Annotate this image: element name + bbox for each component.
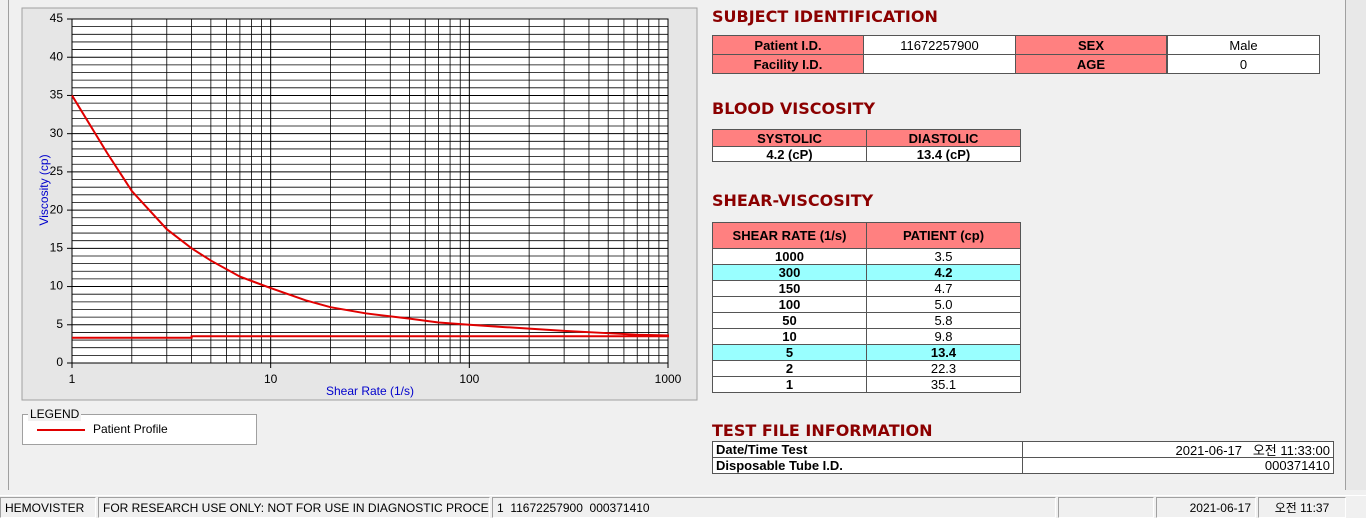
x-tick-label: 10 <box>264 372 278 386</box>
status-cell: FOR RESEARCH USE ONLY: NOT FOR USE IN DI… <box>98 497 490 518</box>
legend-swatch <box>37 429 85 431</box>
legend-label: Patient Profile <box>93 422 168 436</box>
table-cell: 35.1 <box>866 376 1021 393</box>
table-cell: 10 <box>712 328 867 345</box>
y-tick-label: 35 <box>50 88 64 102</box>
field-label: AGE <box>1015 54 1167 74</box>
status-cell: 1 11672257900 000371410 <box>492 497 1056 518</box>
table-cell: 3.5 <box>866 248 1021 265</box>
y-tick-label: 0 <box>56 355 63 369</box>
field-value <box>863 54 1016 74</box>
column-header: SYSTOLIC <box>712 129 867 147</box>
y-tick-label: 40 <box>50 49 64 63</box>
status-bar <box>0 495 1366 518</box>
table-cell: 1000 <box>712 248 867 265</box>
table-cell: 4.7 <box>866 280 1021 297</box>
x-tick-label: 1 <box>69 372 76 386</box>
y-tick-label: 30 <box>50 126 64 140</box>
data-line <box>71 94 669 339</box>
panel-border <box>1345 0 1346 490</box>
field-label: Facility I.D. <box>712 54 864 74</box>
field-value: 0 <box>1167 54 1320 74</box>
table-cell: 2021-06-17 오전 11:33:00 <box>1022 441 1334 458</box>
section-title: TEST FILE INFORMATION <box>712 421 933 440</box>
field-value: Male <box>1167 35 1320 55</box>
table-cell: 5 <box>712 344 867 361</box>
y-tick-label: 10 <box>50 279 64 293</box>
table-cell: 13.4 <box>866 344 1021 361</box>
section-title: SUBJECT IDENTIFICATION <box>712 7 938 26</box>
chart: Shear Rate (1/s) Viscosity (cp) 1 10 100 10… <box>21 7 698 401</box>
scroll-area <box>1346 0 1366 490</box>
y-tick-label: 15 <box>50 241 64 255</box>
panel-border <box>8 0 9 490</box>
field-value: 11672257900 <box>863 35 1016 55</box>
column-header: PATIENT (cp) <box>866 222 1021 249</box>
status-cell: 2021-06-17 <box>1156 497 1256 518</box>
plot-area <box>72 19 668 363</box>
table-cell: 4.2 (cP) <box>712 146 867 162</box>
section-title: SHEAR-VISCOSITY <box>712 191 874 210</box>
legend-title: LEGEND <box>28 407 82 421</box>
table-cell: 150 <box>712 280 867 297</box>
x-tick-label: 1000 <box>655 372 682 386</box>
table-cell: 4.2 <box>866 264 1021 281</box>
table-cell: 000371410 <box>1022 457 1334 474</box>
table-cell: 1 <box>712 376 867 393</box>
table-cell: 2 <box>712 360 867 377</box>
table-cell: Date/Time Test <box>712 441 1023 458</box>
column-header: SHEAR RATE (1/s) <box>712 222 867 249</box>
table-cell: 13.4 (cP) <box>866 146 1021 162</box>
x-axis-label: Shear Rate (1/s) <box>326 384 414 398</box>
table-cell: Disposable Tube I.D. <box>712 457 1023 474</box>
status-cell: HEMOVISTER <box>0 497 96 518</box>
table-cell: 9.8 <box>866 328 1021 345</box>
section-title: BLOOD VISCOSITY <box>712 99 876 118</box>
y-tick-label: 20 <box>50 202 64 216</box>
y-axis-label: Viscosity (cp) <box>37 154 51 225</box>
table-cell: 5.0 <box>866 296 1021 313</box>
table-cell: 300 <box>712 264 867 281</box>
field-label: Patient I.D. <box>712 35 864 55</box>
status-cell <box>1058 497 1154 518</box>
y-tick-label: 25 <box>50 164 64 178</box>
x-tick-label: 100 <box>459 372 479 386</box>
y-tick-label: 5 <box>56 317 63 331</box>
status-cell: 오전 11:37 <box>1258 497 1346 518</box>
field-label: SEX <box>1015 35 1167 55</box>
y-tick-label: 45 <box>50 11 64 25</box>
table-cell: 5.8 <box>866 312 1021 329</box>
table-cell: 100 <box>712 296 867 313</box>
table-cell: 50 <box>712 312 867 329</box>
column-header: DIASTOLIC <box>866 129 1021 147</box>
plot-border <box>71 18 669 364</box>
table-cell: 22.3 <box>866 360 1021 377</box>
